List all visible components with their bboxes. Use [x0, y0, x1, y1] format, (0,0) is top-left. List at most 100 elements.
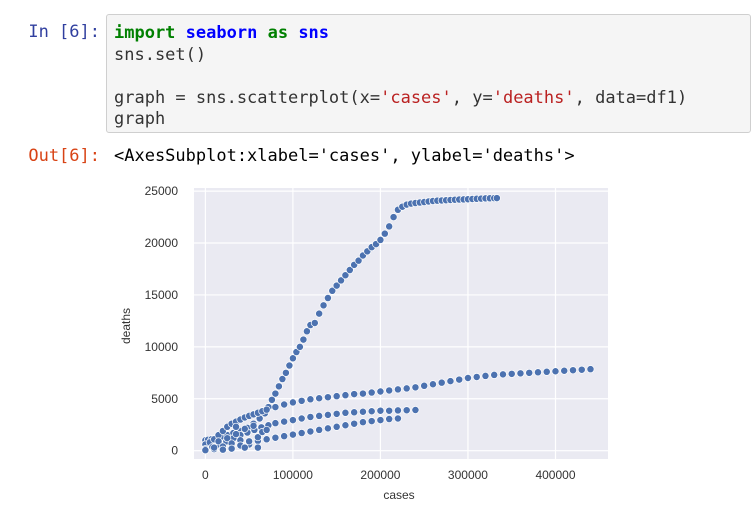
data-point: [490, 370, 499, 379]
data-point: [420, 381, 429, 390]
data-point: [376, 235, 385, 244]
data-point: [274, 382, 283, 391]
data-point: [507, 369, 516, 378]
data-point: [267, 395, 276, 404]
data-point: [315, 309, 324, 318]
data-point: [376, 406, 385, 415]
data-point: [227, 444, 236, 453]
data-point: [560, 366, 569, 375]
data-point: [455, 375, 464, 384]
data-point: [492, 194, 501, 203]
data-point: [210, 443, 219, 452]
code-line: [114, 66, 750, 88]
output-prompt: Out[6]:: [28, 146, 100, 166]
data-point: [525, 368, 534, 377]
data-point: [569, 366, 577, 375]
x-tick-label: 200000: [360, 468, 400, 482]
code-token: 'deaths': [492, 87, 575, 108]
data-point: [385, 406, 394, 415]
tick-labels: 0 100000 200000 300000 400000 0 5000 10000 15000…: [145, 184, 576, 482]
data-point: [376, 387, 385, 396]
code-token: [257, 23, 267, 43]
data-point: [280, 417, 289, 426]
code-token: [288, 23, 298, 43]
scatter-chart: 0 100000 200000 300000 400000 0 5000 10000 15000…: [119, 184, 608, 502]
y-tick-label: 0: [171, 444, 178, 458]
grid: [194, 188, 608, 459]
data-point: [481, 371, 490, 380]
data-point: [297, 414, 306, 423]
data-point: [271, 389, 280, 398]
data-point: [354, 256, 363, 265]
data-point: [280, 432, 289, 441]
input-prompt: In [6]:: [28, 22, 100, 42]
code-token: sns.set(): [114, 44, 207, 65]
data-point: [262, 405, 271, 414]
data-point: [323, 424, 332, 433]
y-axis-label: deaths: [119, 308, 133, 344]
data-point: [402, 406, 411, 415]
data-point: [332, 409, 341, 418]
data-point: [323, 294, 332, 303]
data-point: [310, 319, 319, 327]
data-point: [577, 365, 586, 374]
data-point: [586, 365, 595, 374]
data-point: [350, 408, 359, 417]
data-point: [516, 369, 525, 378]
data-point: [306, 412, 315, 421]
data-point: [280, 400, 289, 409]
y-tick-label: 10000: [145, 340, 179, 354]
data-point: [299, 335, 308, 344]
data-point: [306, 395, 315, 404]
data-point: [295, 342, 304, 351]
y-tick-label: 20000: [145, 236, 179, 250]
data-point: [302, 327, 311, 336]
data-point: [218, 445, 227, 454]
data-point: [358, 418, 367, 427]
data-point: [499, 370, 507, 379]
data-point: [285, 361, 294, 370]
data-point: [367, 417, 376, 426]
y-tick-label: 15000: [145, 288, 179, 302]
data-point: [214, 437, 223, 446]
data-point: [223, 434, 232, 443]
data-point: [337, 276, 345, 285]
y-tick-label: 25000: [145, 184, 179, 198]
code-cell-input[interactable]: import seaborn as sns sns.set() graph = sn…: [106, 14, 751, 133]
data-point: [393, 406, 402, 415]
data-point: [315, 411, 324, 420]
data-point: [232, 422, 240, 431]
data-point: [393, 414, 402, 423]
code-token: , data=df1): [574, 87, 688, 108]
data-point: [534, 368, 542, 377]
data-point: [393, 385, 402, 394]
data-point: [297, 429, 306, 437]
data-point: [271, 403, 280, 412]
data-point: [315, 425, 324, 434]
data-point: [288, 430, 297, 439]
data-points: [201, 194, 595, 455]
data-point: [288, 398, 297, 407]
y-tick-label: 5000: [151, 392, 178, 406]
x-tick-label: 0: [202, 468, 209, 482]
data-point: [262, 425, 271, 434]
data-point: [411, 383, 420, 392]
data-point: [385, 222, 394, 231]
code-token: [175, 23, 185, 43]
data-point: [367, 388, 376, 397]
data-point: [542, 367, 551, 376]
data-point: [345, 266, 354, 274]
x-tick-label: 400000: [535, 468, 575, 482]
code-line: graph = sns.scatterplot(x='cases', y='de…: [114, 88, 750, 110]
code-line: sns.set(): [114, 45, 750, 67]
data-point: [385, 386, 394, 395]
code-token: , y=: [451, 87, 493, 108]
data-point: [288, 354, 297, 363]
data-point: [319, 301, 328, 310]
data-point: [232, 430, 240, 439]
data-point: [385, 415, 394, 423]
data-point: [551, 367, 560, 376]
data-point: [464, 374, 472, 382]
data-point: [262, 435, 271, 444]
data-point: [281, 368, 290, 377]
